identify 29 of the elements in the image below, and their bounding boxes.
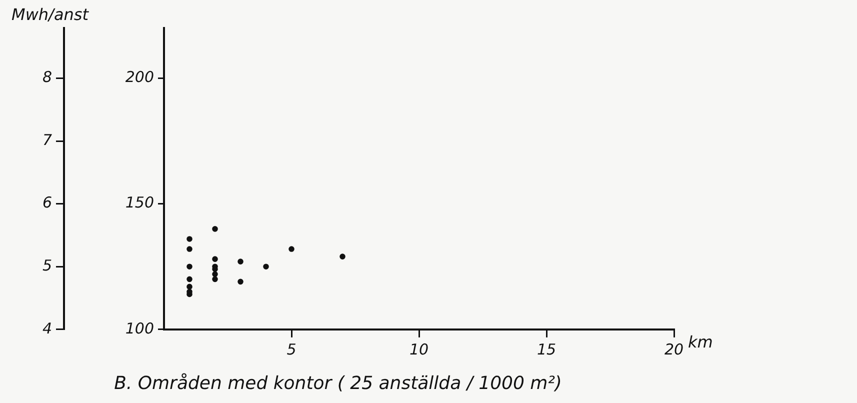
point	[186, 284, 192, 290]
y2-tick-label: 6	[42, 194, 52, 212]
point	[263, 264, 269, 270]
point	[212, 256, 218, 262]
point	[186, 276, 192, 282]
text: B. Områden med kontor ( 25 anställda / 1000 m²)	[114, 372, 562, 394]
point	[212, 271, 218, 278]
point	[238, 258, 244, 264]
point	[186, 264, 192, 270]
point	[212, 226, 218, 232]
y2-tick-label: 8	[42, 68, 52, 86]
point	[288, 246, 294, 252]
x-axis-title: km	[688, 332, 713, 352]
point	[238, 278, 244, 285]
x-tick-label: 15	[536, 340, 556, 358]
y-tick-label: 150	[125, 194, 154, 212]
y2-tick-label: 4	[42, 319, 52, 338]
x-tick-label: 20	[664, 340, 684, 358]
y2-tick-label: 5	[42, 256, 52, 274]
point	[212, 276, 218, 282]
point	[186, 236, 192, 242]
point	[186, 246, 192, 252]
x-tick-label: 10	[409, 340, 429, 358]
x-tick-label: 5	[286, 340, 296, 358]
y2-axis-title: Mwh/anst	[12, 5, 90, 24]
y-tick-label: 200	[125, 68, 154, 86]
y-tick-label: 100	[125, 319, 154, 338]
point	[340, 254, 346, 260]
y2-tick-label: 7	[42, 130, 52, 149]
